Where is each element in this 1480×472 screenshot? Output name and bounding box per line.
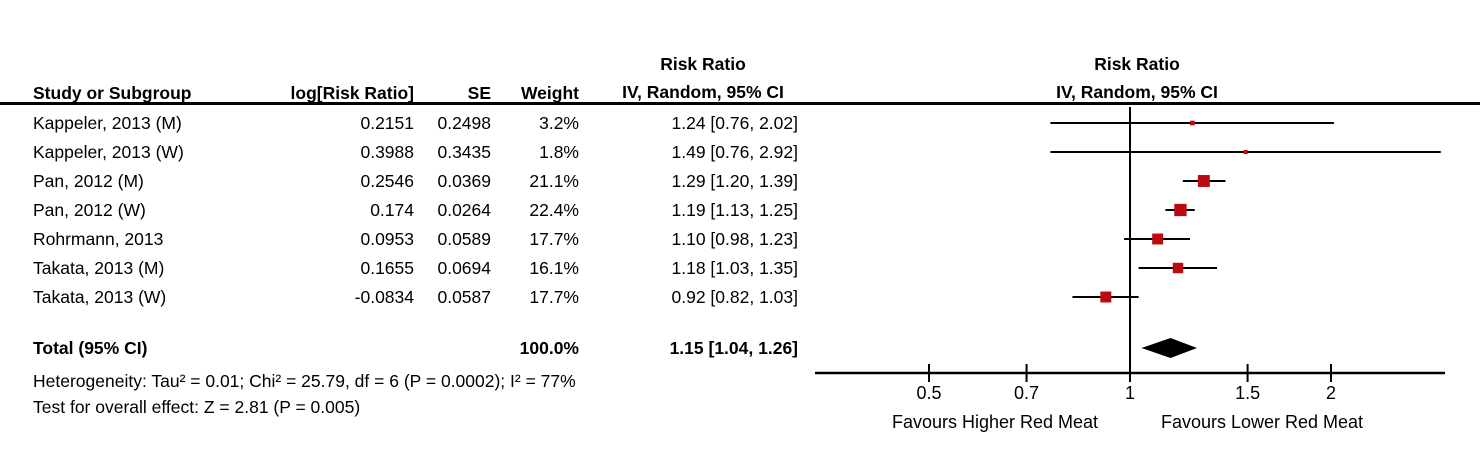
favours-left-label: Favours Higher Red Meat <box>892 412 1098 432</box>
axis-tick-label: 0.5 <box>916 383 941 403</box>
rr-ci-cell: 1.29 [1.20, 1.39] <box>671 171 799 191</box>
se-cell: 0.0587 <box>437 287 491 307</box>
header-weight: Weight <box>520 83 579 103</box>
weight-cell: 17.7% <box>529 287 579 307</box>
effect-square <box>1197 175 1210 187</box>
study-name-cell: Pan, 2012 (M) <box>33 171 144 191</box>
axis-tick-label: 2 <box>1326 383 1336 403</box>
study-name-cell: Rohrmann, 2013 <box>33 229 164 249</box>
header-se: SE <box>467 83 491 103</box>
header-risk-ratio-plot-line2: IV, Random, 95% CI <box>1056 82 1218 102</box>
log-rr-cell: 0.1655 <box>360 258 414 278</box>
total-weight: 100.0% <box>519 338 579 358</box>
weight-cell: 21.1% <box>529 171 579 191</box>
log-rr-cell: -0.0834 <box>354 287 414 307</box>
weight-cell: 1.8% <box>539 142 579 162</box>
axis-tick-label: 1.5 <box>1235 383 1260 403</box>
se-cell: 0.0264 <box>437 200 491 220</box>
header-log-risk-ratio: log[Risk Ratio] <box>290 83 414 103</box>
weight-cell: 16.1% <box>529 258 579 278</box>
header-underline <box>0 102 1480 105</box>
effect-square <box>1243 150 1248 154</box>
study-name-cell: Takata, 2013 (W) <box>33 287 167 307</box>
axis-tick-label: 0.7 <box>1014 383 1039 403</box>
se-cell: 0.2498 <box>437 113 491 133</box>
weight-cell: 22.4% <box>529 200 579 220</box>
se-cell: 0.3435 <box>437 142 491 162</box>
header-study: Study or Subgroup <box>33 83 192 103</box>
rr-ci-cell: 1.24 [0.76, 2.02] <box>671 113 799 133</box>
rr-ci-cell: 1.10 [0.98, 1.23] <box>671 229 799 249</box>
study-name-cell: Pan, 2012 (W) <box>33 200 146 220</box>
se-cell: 0.0589 <box>437 229 491 249</box>
header-risk-ratio-text-line2: IV, Random, 95% CI <box>622 82 784 102</box>
weight-cell: 3.2% <box>539 113 579 133</box>
total-label: Total (95% CI) <box>33 338 148 358</box>
axis-tick-label: 1 <box>1125 383 1135 403</box>
effect-square <box>1100 291 1112 303</box>
effect-square <box>1172 262 1184 274</box>
total-diamond <box>1141 338 1198 358</box>
total-rr-ci: 1.15 [1.04, 1.26] <box>669 338 798 358</box>
se-cell: 0.0694 <box>437 258 491 278</box>
study-name-cell: Kappeler, 2013 (M) <box>33 113 182 133</box>
se-cell: 0.0369 <box>437 171 491 191</box>
log-rr-cell: 0.0953 <box>360 229 414 249</box>
heterogeneity-stats: Heterogeneity: Tau² = 0.01; Chi² = 25.79… <box>33 371 576 391</box>
rr-ci-cell: 1.18 [1.03, 1.35] <box>671 258 799 278</box>
log-rr-cell: 0.174 <box>370 200 414 220</box>
rr-ci-cell: 0.92 [0.82, 1.03] <box>671 287 799 307</box>
effect-square <box>1174 203 1187 217</box>
log-rr-cell: 0.2546 <box>360 171 414 191</box>
weight-cell: 17.7% <box>529 229 579 249</box>
favours-right-label: Favours Lower Red Meat <box>1161 412 1363 432</box>
overall-effect-test: Test for overall effect: Z = 2.81 (P = 0… <box>33 397 361 417</box>
effect-square <box>1190 120 1195 126</box>
header-risk-ratio-text-line1: Risk Ratio <box>660 54 746 74</box>
effect-square <box>1152 233 1164 245</box>
log-rr-cell: 0.2151 <box>360 113 414 133</box>
log-rr-cell: 0.3988 <box>360 142 414 162</box>
header-risk-ratio-plot-line1: Risk Ratio <box>1094 54 1180 74</box>
rr-ci-cell: 1.19 [1.13, 1.25] <box>671 200 799 220</box>
rr-ci-cell: 1.49 [0.76, 2.92] <box>671 142 799 162</box>
study-name-cell: Kappeler, 2013 (W) <box>33 142 184 162</box>
study-name-cell: Takata, 2013 (M) <box>33 258 165 278</box>
